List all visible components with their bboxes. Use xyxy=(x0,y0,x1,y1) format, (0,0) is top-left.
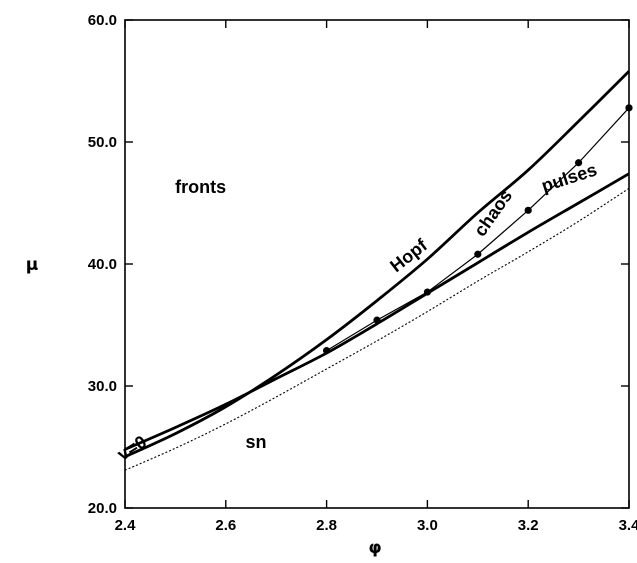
x-tick-label: 3.0 xyxy=(417,517,438,534)
series-line-hopf xyxy=(124,70,630,459)
chaos-data-point xyxy=(423,288,431,296)
chaos-data-point xyxy=(373,316,381,324)
series-line-sn xyxy=(124,187,630,471)
annotation-pulses: pulses xyxy=(539,159,599,196)
x-tick-label: 2.6 xyxy=(215,517,236,534)
annotation-fronts: fronts xyxy=(175,177,226,197)
y-tick-label: 40.0 xyxy=(88,256,117,273)
x-tick-label: 2.4 xyxy=(115,517,137,534)
chaos-data-point xyxy=(575,159,583,167)
x-tick-label: 3.4 xyxy=(619,517,637,534)
series-line-v0 xyxy=(124,172,630,451)
annotation-v0: v=0 xyxy=(114,431,151,464)
chaos-data-point xyxy=(474,250,482,258)
y-tick-label: 60.0 xyxy=(88,12,117,29)
y-tick-label: 30.0 xyxy=(88,378,117,395)
annotation-hopf: Hopf xyxy=(386,235,431,277)
chaos-data-point xyxy=(524,206,532,214)
annotation-sn: sn xyxy=(246,432,267,452)
chaos-data-point xyxy=(625,104,633,112)
y-axis-label: μ xyxy=(26,255,39,275)
x-tick-label: 3.2 xyxy=(518,517,539,534)
y-tick-label: 20.0 xyxy=(88,500,117,517)
x-tick-label: 2.8 xyxy=(316,517,337,534)
x-axis-label: φ xyxy=(368,538,381,558)
y-tick-label: 50.0 xyxy=(88,134,117,151)
plot-frame xyxy=(124,19,630,509)
chaos-data-point xyxy=(323,347,331,355)
